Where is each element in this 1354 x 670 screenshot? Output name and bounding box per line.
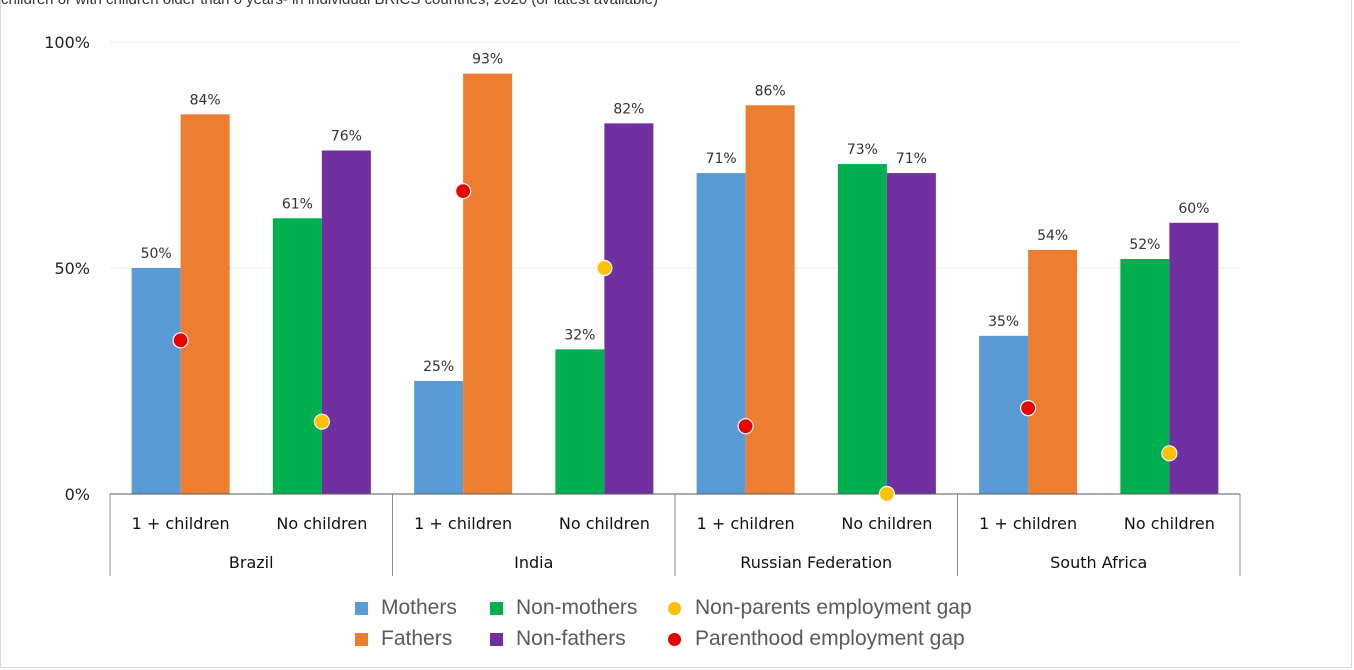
bar-fathers xyxy=(745,105,795,494)
bar-mothers xyxy=(696,173,746,494)
y-tick-label: 100% xyxy=(44,33,90,52)
subgroup-label: 1 + children xyxy=(697,514,795,533)
bar-non_mothers xyxy=(555,349,605,494)
marker-parenthood_gap xyxy=(737,418,754,435)
subgroup-label: No children xyxy=(1124,514,1215,533)
subgroup-label: No children xyxy=(559,514,650,533)
bar-non_fathers xyxy=(604,123,654,495)
subgroup-label: No children xyxy=(276,514,367,533)
bar-fathers xyxy=(180,114,230,494)
legend-item: Fathers xyxy=(355,627,490,651)
data-label: 76% xyxy=(331,128,362,144)
data-label: 82% xyxy=(613,101,644,117)
bar-mothers xyxy=(979,335,1029,494)
marker-non_parents_gap xyxy=(596,259,613,277)
marker-non_parents_gap xyxy=(313,413,330,430)
data-label: 93% xyxy=(472,52,503,68)
bar-mothers xyxy=(414,381,464,494)
data-label: 61% xyxy=(282,196,313,212)
legend-label: Mothers xyxy=(381,596,457,619)
bar-non_fathers xyxy=(321,150,371,495)
legend-item: Parenthood employment gap xyxy=(668,627,1048,651)
legend-label: Fathers xyxy=(381,627,453,650)
marker-parenthood_gap xyxy=(455,183,472,200)
data-label: 84% xyxy=(190,92,221,108)
legend-item: Non-parents employment gap xyxy=(668,596,1048,620)
legend-label: Non-parents employment gap xyxy=(695,596,972,619)
legend-item: Non-mothers xyxy=(490,596,668,620)
legend-swatch xyxy=(490,601,503,615)
bar-fathers xyxy=(1028,249,1078,494)
legend-item: Mothers xyxy=(355,596,490,620)
subgroup-label: No children xyxy=(841,514,932,533)
chart-legend: Mothers Non-mothers Non-parents employment… xyxy=(355,596,1055,651)
country-label: India xyxy=(514,553,553,572)
legend-swatch xyxy=(668,632,681,646)
data-label: 86% xyxy=(755,83,786,99)
marker-non_parents_gap xyxy=(1161,445,1178,462)
marker-parenthood_gap xyxy=(172,332,189,349)
data-label: 52% xyxy=(1129,237,1160,253)
legend-label: Parenthood employment gap xyxy=(695,627,965,650)
legend-label: Non-fathers xyxy=(516,627,626,650)
data-label: 71% xyxy=(706,151,737,167)
data-label: 35% xyxy=(988,314,1019,330)
legend-item: Non-fathers xyxy=(490,627,668,651)
legend-label: Non-mothers xyxy=(516,596,638,619)
data-label: 73% xyxy=(847,142,878,158)
country-label: Russian Federation xyxy=(740,553,892,572)
bar-non_fathers xyxy=(1169,222,1219,495)
marker-non_parents_gap xyxy=(878,485,895,503)
bar-non_mothers xyxy=(1120,258,1170,494)
y-tick-label: 0% xyxy=(65,485,90,504)
legend-swatch xyxy=(355,601,368,615)
subgroup-label: 1 + children xyxy=(132,514,230,533)
country-label: Brazil xyxy=(229,553,274,572)
bar-chart: 0% 50% 100% 50% 84% 1 + children 61% 76% No chil… xyxy=(44,33,1241,576)
bar-non_mothers xyxy=(272,218,322,494)
legend-swatch xyxy=(355,632,368,646)
data-label: 60% xyxy=(1178,201,1209,217)
subgroup-label: 1 + children xyxy=(979,514,1077,533)
legend-swatch xyxy=(668,601,681,615)
chart-caption: children or with children older than 6 y… xyxy=(1,0,658,8)
data-label: 71% xyxy=(896,151,927,167)
data-label: 50% xyxy=(141,246,172,262)
bar-non_fathers xyxy=(886,173,936,494)
legend-swatch xyxy=(490,632,503,646)
data-label: 32% xyxy=(564,327,595,343)
bar-non_mothers xyxy=(837,164,887,495)
data-label: 25% xyxy=(423,359,454,375)
bar-fathers xyxy=(463,73,513,494)
marker-parenthood_gap xyxy=(1020,400,1037,417)
y-tick-label: 50% xyxy=(54,259,90,278)
country-label: South Africa xyxy=(1050,553,1147,572)
data-label: 54% xyxy=(1037,228,1068,244)
subgroup-label: 1 + children xyxy=(414,514,512,533)
bar-mothers xyxy=(131,268,181,494)
